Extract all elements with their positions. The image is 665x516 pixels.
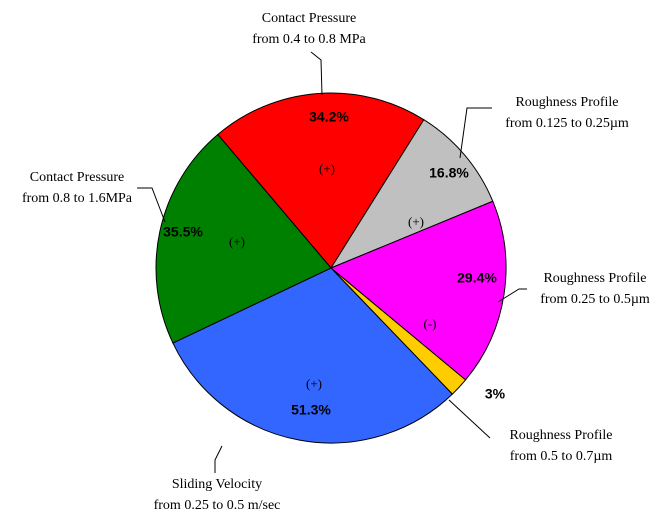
- leader-line: [497, 288, 527, 303]
- category-label: from 0.4 to 0.8 MPa: [252, 32, 366, 47]
- category-label: Roughness Profile: [515, 95, 618, 110]
- pie-slice: [329, 118, 494, 270]
- category-label: from 0.25 to 0.5µm: [540, 292, 650, 307]
- leader-line: [137, 187, 166, 223]
- pie-slice: [155, 133, 332, 344]
- category-label: Roughness Profile: [543, 271, 646, 286]
- leader-line: [214, 445, 223, 473]
- value-label: 29.4%: [457, 270, 497, 286]
- sign-label: (-): [424, 316, 437, 331]
- category-label: from 0.125 to 0.25µm: [505, 116, 629, 131]
- sign-label: (+): [319, 161, 335, 176]
- value-label: 51.3%: [291, 402, 331, 418]
- category-label: Sliding Velocity: [172, 477, 262, 492]
- category-label: Roughness Profile: [509, 428, 612, 443]
- sign-label: (+): [408, 214, 424, 229]
- pie-slice: [217, 92, 425, 269]
- category-label: from 0.5 to 0.7µm: [510, 449, 613, 464]
- sign-label: (+): [229, 234, 245, 249]
- value-label: 34.2%: [309, 109, 349, 125]
- pie-slice: [330, 200, 507, 381]
- pie-slice: [172, 267, 454, 444]
- value-label: 35.5%: [163, 224, 203, 240]
- value-label: 3%: [485, 386, 506, 402]
- category-label: Contact Pressure: [30, 170, 124, 185]
- leader-line: [310, 51, 323, 96]
- sign-label: (+): [306, 376, 322, 391]
- leader-line: [448, 399, 491, 439]
- value-label: 16.8%: [429, 165, 469, 181]
- leader-line: [459, 107, 492, 159]
- category-label: from 0.25 to 0.5 m/sec: [154, 498, 281, 513]
- category-label: from 0.8 to 1.6MPa: [22, 191, 133, 206]
- category-label: Contact Pressure: [262, 11, 356, 26]
